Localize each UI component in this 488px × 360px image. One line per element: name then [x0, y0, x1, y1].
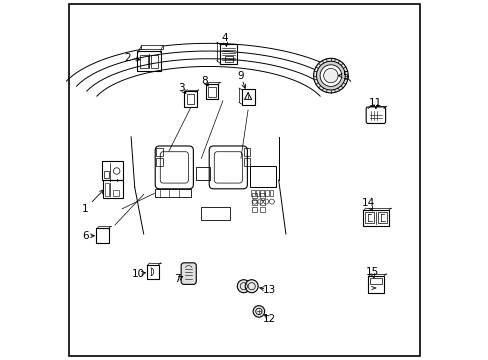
Circle shape — [320, 65, 341, 86]
Bar — [259, 193, 264, 198]
Circle shape — [313, 58, 347, 93]
Text: 10: 10 — [131, 269, 144, 279]
Text: 13: 13 — [263, 285, 276, 295]
Text: 3: 3 — [178, 83, 184, 93]
Bar — [208, 87, 215, 97]
Bar — [269, 190, 273, 196]
Bar — [252, 200, 257, 205]
Text: 8: 8 — [201, 76, 208, 86]
Bar — [369, 278, 381, 284]
Bar — [156, 148, 163, 156]
Text: 5: 5 — [341, 71, 348, 81]
Text: 1: 1 — [82, 204, 88, 214]
Bar — [105, 183, 108, 196]
Bar — [104, 171, 108, 178]
Circle shape — [244, 280, 258, 293]
Bar — [225, 56, 233, 62]
Bar — [186, 94, 194, 104]
Text: 9: 9 — [237, 71, 244, 81]
Bar — [252, 193, 257, 198]
Bar — [259, 200, 264, 205]
Bar — [244, 148, 250, 156]
Circle shape — [237, 280, 250, 293]
Text: 11: 11 — [368, 98, 382, 108]
FancyBboxPatch shape — [181, 263, 196, 284]
Bar — [264, 190, 268, 196]
Text: 14: 14 — [361, 198, 375, 208]
Text: 4: 4 — [221, 33, 227, 43]
Bar — [140, 55, 147, 68]
Bar — [365, 212, 373, 223]
Bar — [196, 167, 210, 180]
Bar — [259, 207, 264, 212]
Bar — [201, 207, 230, 220]
Circle shape — [323, 68, 337, 83]
FancyBboxPatch shape — [141, 45, 163, 49]
Bar — [252, 207, 257, 212]
Text: 2: 2 — [124, 53, 131, 63]
Bar — [250, 190, 254, 196]
Bar — [113, 190, 119, 196]
Text: 7: 7 — [174, 274, 181, 284]
Bar — [377, 212, 386, 223]
Bar — [150, 55, 158, 68]
Bar — [260, 190, 264, 196]
Bar — [255, 190, 259, 196]
Text: 12: 12 — [263, 314, 276, 324]
Bar — [244, 158, 250, 166]
Text: 6: 6 — [82, 231, 88, 241]
Bar — [249, 166, 275, 187]
Bar — [156, 158, 163, 166]
Circle shape — [316, 61, 345, 90]
Bar — [155, 189, 191, 197]
Circle shape — [253, 306, 264, 317]
Text: 15: 15 — [365, 267, 378, 277]
